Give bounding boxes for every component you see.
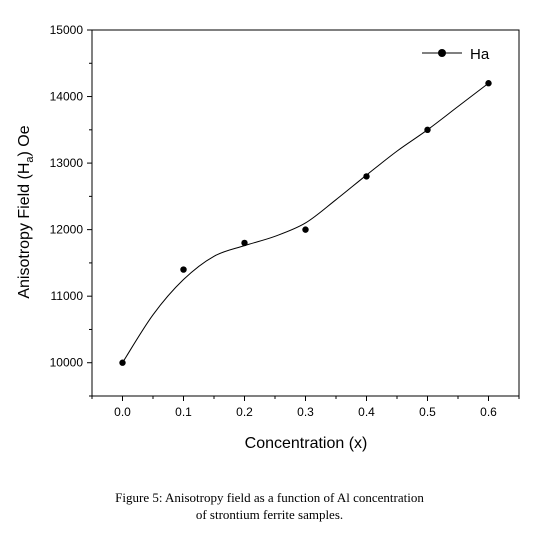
x-axis-label: Concentration (x) — [245, 435, 368, 452]
y-axis-label-main: Anisotropy Field (H — [16, 163, 33, 299]
data-point — [485, 80, 492, 87]
y-axis-label: Anisotropy Field (Ha) Oe — [16, 125, 36, 298]
fit-curve — [122, 82, 489, 363]
data-point — [241, 239, 248, 247]
y-tick-label: 13000 — [50, 156, 84, 170]
caption-line-1: Figure 5: Anisotropy field as a function… — [115, 490, 424, 505]
figure-caption: Figure 5: Anisotropy field as a function… — [0, 489, 539, 523]
data-point — [424, 126, 431, 134]
plot-border — [91, 29, 520, 397]
x-tick-label: 0.5 — [419, 405, 436, 419]
y-axis-label-tail: ) Oe — [16, 125, 33, 156]
data-point — [180, 266, 187, 273]
caption-line-2: of strontium ferrite samples. — [195, 507, 344, 522]
x-tick-label: 0.3 — [297, 405, 314, 419]
y-tick-label: 10000 — [50, 356, 84, 370]
x-tick-label: 0.2 — [236, 405, 253, 419]
plot-frame — [91, 29, 520, 397]
y-tick-label: 11000 — [51, 289, 84, 303]
x-tick-label: 0.4 — [358, 405, 375, 419]
x-tick-label: 0.0 — [114, 405, 131, 419]
data-point — [302, 226, 309, 233]
y-tick-label: 15000 — [50, 23, 84, 37]
y-tick-label: 12000 — [50, 223, 84, 237]
data-point — [119, 359, 126, 366]
legend-marker — [438, 49, 446, 57]
y-axis-ticks: 10000 11000 12000 13000 14000 15000 — [50, 23, 92, 397]
legend: Ha — [422, 46, 490, 63]
x-axis-ticks: 0.0 0.1 0.2 0.3 0.4 0.5 0.6 — [91, 396, 520, 419]
legend-label: Ha — [470, 46, 490, 63]
x-tick-label: 0.6 — [480, 405, 497, 419]
y-tick-label: 14000 — [50, 90, 84, 104]
data-point — [363, 173, 370, 180]
y-axis-label-subscript: a — [24, 156, 36, 163]
series-layer — [119, 80, 492, 366]
x-tick-label: 0.1 — [175, 405, 192, 419]
